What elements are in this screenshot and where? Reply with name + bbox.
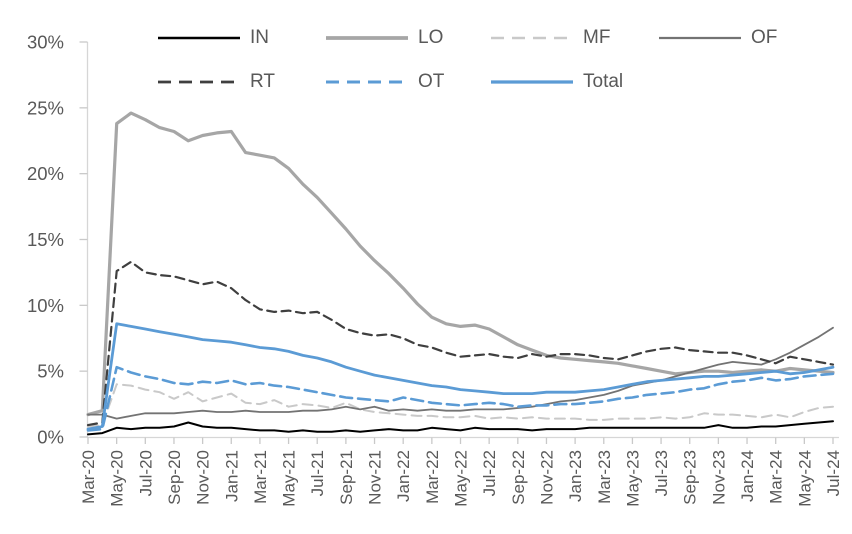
x-tick-label: Jul-21 [308, 450, 327, 496]
legend-item-RT: RT [157, 70, 275, 94]
x-tick-label: Nov-21 [366, 450, 385, 505]
legend-item-OF: OF [658, 26, 777, 50]
x-tick-label: Mar-20 [79, 450, 98, 504]
legend-label-MF: MF [583, 27, 611, 48]
x-tick-label: Jul-24 [824, 450, 843, 496]
x-tick-label: Sep-22 [509, 450, 528, 505]
x-tick-label: Mar-21 [251, 450, 270, 504]
legend-item-OT: OT [325, 70, 444, 94]
y-tick-label: 25% [27, 97, 64, 118]
legend-swatch-Total [491, 80, 573, 84]
y-tick-label: 5% [37, 361, 64, 382]
legend-swatch-LO [326, 36, 408, 40]
x-tick-label: Mar-24 [767, 450, 786, 504]
series-line-LO [86, 111, 835, 417]
x-tick-label: Nov-20 [194, 450, 213, 505]
legend-label-RT: RT [250, 71, 275, 92]
legend-label-LO: LO [418, 27, 444, 48]
series-line-OT [86, 365, 835, 432]
legend-label-Total: Total [583, 71, 624, 92]
y-tick-label: 0% [37, 427, 64, 448]
legend-label-OT: OT [418, 71, 445, 92]
legend-swatch-OT [326, 80, 408, 84]
series-line-OF [87, 326, 834, 420]
legend-label-IN: IN [250, 27, 269, 48]
series-line-Total [86, 322, 835, 431]
x-tick-label: May-24 [795, 450, 814, 507]
series-line-RT [86, 260, 835, 427]
legend-item-MF: MF [490, 26, 610, 50]
legend-item-IN: IN [157, 26, 269, 50]
legend-item-LO: LO [325, 26, 443, 50]
y-tick-label: 10% [27, 295, 64, 316]
x-tick-label: Jul-23 [652, 450, 671, 496]
legend-swatch-OF [659, 36, 741, 40]
x-tick-label: Sep-20 [165, 450, 184, 505]
x-tick-label: May-23 [623, 450, 642, 507]
y-tick-label: 30% [27, 32, 64, 53]
x-tick-label: Jan-23 [566, 450, 585, 502]
x-tick-label: Jan-24 [738, 450, 757, 502]
x-tick-label: May-20 [108, 450, 127, 507]
legend-swatch-IN [158, 36, 240, 40]
legend-swatch-MF [491, 36, 573, 40]
x-tick-label: Sep-21 [337, 450, 356, 505]
x-tick-label: Nov-23 [709, 450, 728, 505]
legend-item-Total: Total [490, 70, 623, 94]
y-tick-label: 20% [27, 163, 64, 184]
x-tick-label: Nov-22 [537, 450, 556, 505]
legend-label-OF: OF [751, 27, 778, 48]
legend-swatch-RT [158, 80, 240, 84]
x-tick-label: May-21 [280, 450, 299, 507]
x-tick-label: May-22 [452, 450, 471, 507]
x-tick-label: Mar-22 [423, 450, 442, 504]
x-tick-label: Jul-22 [480, 450, 499, 496]
x-tick-label: Sep-23 [681, 450, 700, 505]
series-line-IN [87, 420, 834, 436]
x-tick-label: Mar-23 [595, 450, 614, 504]
x-tick-label: Jan-21 [222, 450, 241, 502]
y-tick-label: 15% [27, 229, 64, 250]
x-tick-label: Jan-22 [394, 450, 413, 502]
x-tick-label: Jul-20 [136, 450, 155, 496]
series-line-MF [87, 383, 834, 428]
